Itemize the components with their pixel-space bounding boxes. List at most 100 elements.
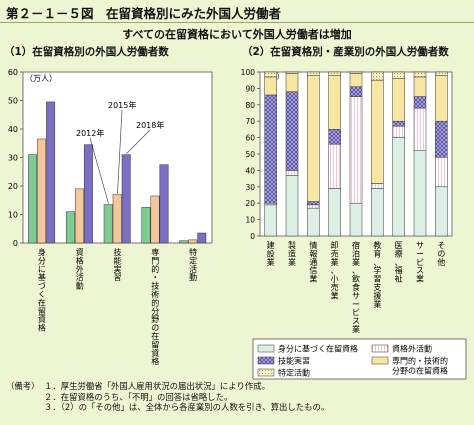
legend-label: 技能実習 [278, 356, 310, 366]
right-stacked-segment [435, 186, 448, 237]
left-annotation-leader [126, 129, 151, 154]
right-stacked-segment [264, 94, 277, 204]
right-stacked-segment [328, 188, 341, 237]
legend-label: 分野の在留資格 [392, 366, 448, 376]
right-stacked-segment [413, 76, 427, 97]
left-bar [65, 211, 75, 244]
left-annotation-leader [89, 137, 109, 204]
note-2: ２．在留資格のうち、「不明」の回答は省略した。 [44, 391, 233, 402]
right-y-tick-label: 40 [245, 166, 255, 175]
right-stacked-segment [307, 204, 320, 209]
left-x-category-label: 特定活動 [189, 247, 197, 282]
left-x-category-label: 身分に基づく在留資格 [38, 247, 46, 333]
right-stacked-segment [349, 73, 363, 88]
right-stacked-segment [264, 204, 277, 237]
right-stacked-segment [371, 71, 384, 81]
right-y-tick-label: 70 [245, 117, 255, 126]
legend-swatch [371, 356, 389, 365]
left-y-tick-label: 50 [8, 97, 18, 106]
left-y-tick-label: 10 [8, 211, 18, 220]
right-y-tick-label: 90 [245, 84, 255, 93]
figure-title: 第２－１－５図 在留資格別にみた外国人労働者 [6, 6, 282, 21]
right-stacked-segment [285, 175, 299, 237]
legend-label: 専門的・技術的 [392, 356, 448, 366]
right-x-category-label: 情報通信業 [309, 240, 317, 284]
right-x-category-label: 製造業 [288, 240, 296, 267]
right-y-tick-label: 100 [241, 68, 256, 77]
legend-swatch [257, 356, 275, 365]
left-y-tick-label: 30 [8, 154, 18, 163]
left-annotation-label: 2012年 [76, 128, 104, 138]
left-panel-title: （1）在留資格別の外国人労働者数 [4, 46, 169, 58]
right-stacked-segment [328, 75, 341, 130]
left-annotation-leader [117, 109, 123, 194]
right-stacked-segment [328, 129, 341, 145]
right-stacked-chart: （%）0102030405060708090100建設業製造業情報通信業卸売業、… [241, 68, 453, 334]
right-stacked-segment [413, 107, 427, 151]
note-3: ３．（2）の「その他」は、全体から各産業別の人数を引き、算出したもの。 [44, 402, 330, 412]
right-x-category-label: 教育、学習支援業 [373, 240, 381, 309]
right-stacked-segment [349, 86, 363, 97]
legend-label: 身分に基づく在留資格 [278, 344, 358, 354]
right-stacked-segment [435, 120, 448, 158]
right-stacked-segment [435, 157, 448, 188]
left-y-tick-label: 0 [13, 239, 18, 248]
left-bar [141, 207, 151, 244]
legend-label: 資格外活動 [392, 344, 432, 354]
right-stacked-segment [371, 79, 384, 184]
right-stacked-segment [349, 96, 363, 204]
right-stacked-segment [307, 201, 320, 206]
figure-header: 第２－１－５図 在留資格別にみた外国人労働者 [0, 0, 474, 23]
left-x-category-label: 専門的・技術的分野の在留資格 [151, 247, 159, 366]
right-x-category-label: 医療、福祉 [395, 241, 403, 284]
right-x-category-label: サービス業 [416, 241, 424, 284]
legend-swatch [257, 344, 275, 353]
left-x-category-label: 資格外活動 [76, 247, 84, 291]
right-stacked-segment [349, 71, 363, 74]
left-bar [197, 232, 207, 244]
left-bar [103, 204, 113, 244]
left-bar [150, 195, 160, 244]
left-bar [179, 240, 189, 244]
right-stacked-segment [371, 188, 384, 237]
right-y-tick-label: 10 [245, 216, 255, 225]
legend-swatch [257, 368, 275, 377]
right-y-tick-label: 30 [245, 183, 255, 192]
left-bar [83, 144, 93, 244]
legend-swatch [371, 344, 389, 353]
left-bar [28, 154, 38, 244]
left-annotation-label: 2018年 [136, 120, 164, 130]
right-x-category-label: その他 [437, 241, 445, 267]
right-stacked-segment [307, 75, 320, 202]
figure-subtitle: すべての在留資格において外国人労働者は増加 [122, 28, 352, 41]
left-y-tick-label: 40 [8, 125, 18, 134]
right-stacked-segment [413, 96, 427, 109]
right-y-tick-label: 0 [250, 232, 255, 241]
legend-box [252, 338, 467, 380]
right-stacked-segment [285, 91, 299, 171]
left-bar [37, 138, 47, 244]
right-y-tick-label: 20 [245, 199, 255, 208]
left-bar-chart: （万人） 0 10 20 30 40 50 60 身分に基づく在留資格 資格外活動 技能実習 専門的・… [8, 68, 213, 366]
right-stacked-segment [285, 170, 299, 176]
right-stacked-segment [349, 202, 363, 237]
left-bar [188, 239, 198, 244]
left-unit-label: （万人） [25, 74, 57, 83]
left-x-category-label: 技能実習 [114, 247, 122, 282]
left-bar [159, 164, 169, 244]
right-stacked-segment [435, 75, 448, 122]
left-bar [74, 188, 84, 244]
right-stacked-segment [435, 71, 448, 76]
left-bar [46, 101, 56, 244]
right-stacked-segment [328, 71, 341, 76]
left-y-tick-label: 20 [8, 182, 18, 191]
left-bar [112, 194, 122, 244]
right-stacked-segment [371, 183, 384, 189]
right-stacked-segment [392, 71, 405, 79]
right-stacked-segment [307, 71, 320, 76]
left-y-tick-label: 60 [8, 68, 18, 77]
right-stacked-segment [392, 120, 405, 127]
left-annotation-label: 2015年 [108, 100, 136, 110]
